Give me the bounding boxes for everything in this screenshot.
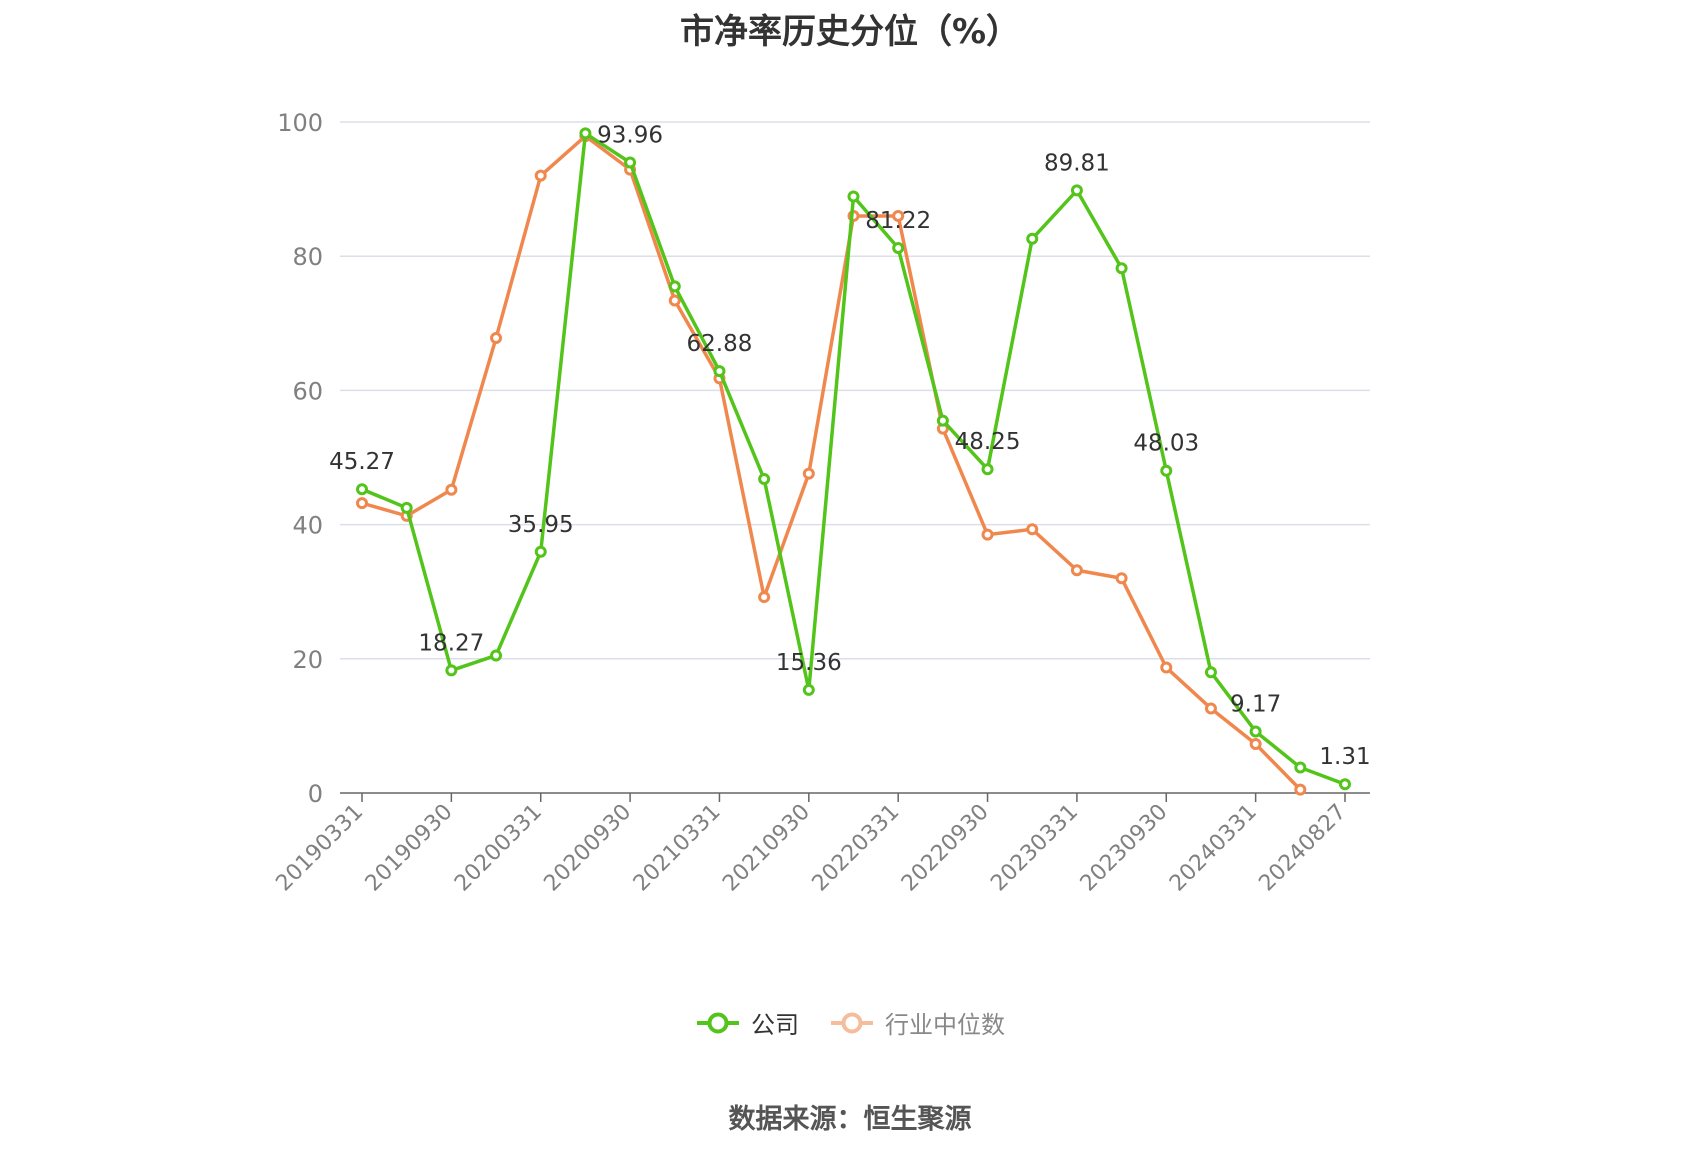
y-tick-label: 60 [292,377,323,405]
data-label: 18.27 [418,630,484,656]
data-label: 81.22 [865,208,931,234]
point-company [1026,232,1039,245]
y-tick-label: 80 [292,243,323,271]
point-industry [1070,564,1083,577]
source-caption: 数据来源：恒生聚源 [728,1104,972,1135]
point-company [758,472,771,485]
legend-item-company[interactable]: 公司 [695,1005,799,1040]
point-industry [1160,661,1173,674]
legend-industry-marker-icon [831,1012,873,1033]
point-company [490,649,503,662]
point-industry [668,294,681,307]
x-tick-label: 20190930 [361,800,458,897]
x-tick-label: 20240827 [1254,800,1351,897]
point-industry [445,483,458,496]
data-label: 48.03 [1133,431,1199,457]
point-company [847,190,860,203]
point-company [802,683,815,696]
point-industry [356,497,368,510]
grid-lines [340,121,1370,660]
point-industry [758,591,771,604]
point-company [1115,262,1128,275]
point-industry [1026,523,1039,536]
point-company [1249,725,1262,738]
x-tick-label: 20220930 [897,800,994,897]
point-industry [490,332,503,345]
y-tick-label: 40 [292,512,323,540]
series-line-company [361,131,1346,786]
legend-label-company: 公司 [751,1011,799,1039]
point-company [1160,464,1173,477]
legend: 公司 行业中位数 [0,1005,1700,1040]
point-company [1070,184,1083,197]
point-industry [802,467,815,480]
series-lines [356,127,1351,796]
axes: 0 20 40 60 80 100 2019033120190930202003312020… [271,109,1370,896]
data-label: 62.88 [687,331,753,357]
legend-item-industry[interactable]: 行业中位数 [829,1005,1005,1040]
x-tick-label: 20230930 [1076,800,1173,897]
point-industry [1204,702,1217,715]
x-tick-label: 20240331 [1165,800,1262,897]
point-company [892,242,905,255]
point-industry [981,528,994,541]
data-label: 35.95 [508,512,574,538]
point-company [624,156,637,169]
y-tick-label: 20 [292,646,323,674]
point-industry [892,209,905,222]
data-labels: 45.27 18.27 35.95 93.96 62.88 15.36 81.22 48.25… [329,123,1371,771]
point-company [400,501,413,514]
data-label: 93.96 [597,123,663,149]
point-company [579,127,592,140]
y-tick-label: 100 [277,109,323,137]
point-company [534,545,547,558]
x-tick-label: 20210331 [629,800,726,897]
data-label: 48.25 [955,429,1021,455]
y-tick-label: 0 [308,780,323,808]
x-tick-label: 20220331 [808,800,905,897]
data-label: 89.81 [1044,150,1110,176]
legend-label-industry: 行业中位数 [885,1011,1005,1039]
point-company [936,414,949,427]
point-industry [1294,783,1307,796]
data-label: 9.17 [1230,691,1281,717]
point-industry [534,169,547,182]
x-tick-label: 20190331 [271,800,368,897]
point-company [981,463,994,476]
chart-title: 市净率历史分位（%） [679,12,1021,52]
data-label: 1.31 [1319,744,1370,770]
point-industry [1249,738,1262,751]
point-company [1294,761,1307,774]
point-company [445,664,458,677]
point-company [1204,666,1217,679]
series-line-industry [361,134,1302,791]
x-tick-label: 20210930 [718,800,815,897]
point-company [356,483,368,496]
x-tick-label: 20200930 [539,800,636,897]
x-tick-label: 20230331 [986,800,1083,897]
data-label: 15.36 [776,650,842,676]
point-company [1339,778,1351,791]
point-company [668,280,681,293]
point-industry [1115,572,1128,585]
point-company [713,365,726,378]
x-tick-label: 20200331 [450,800,547,897]
data-label: 45.27 [329,449,395,475]
legend-company-marker-icon [697,1012,739,1033]
